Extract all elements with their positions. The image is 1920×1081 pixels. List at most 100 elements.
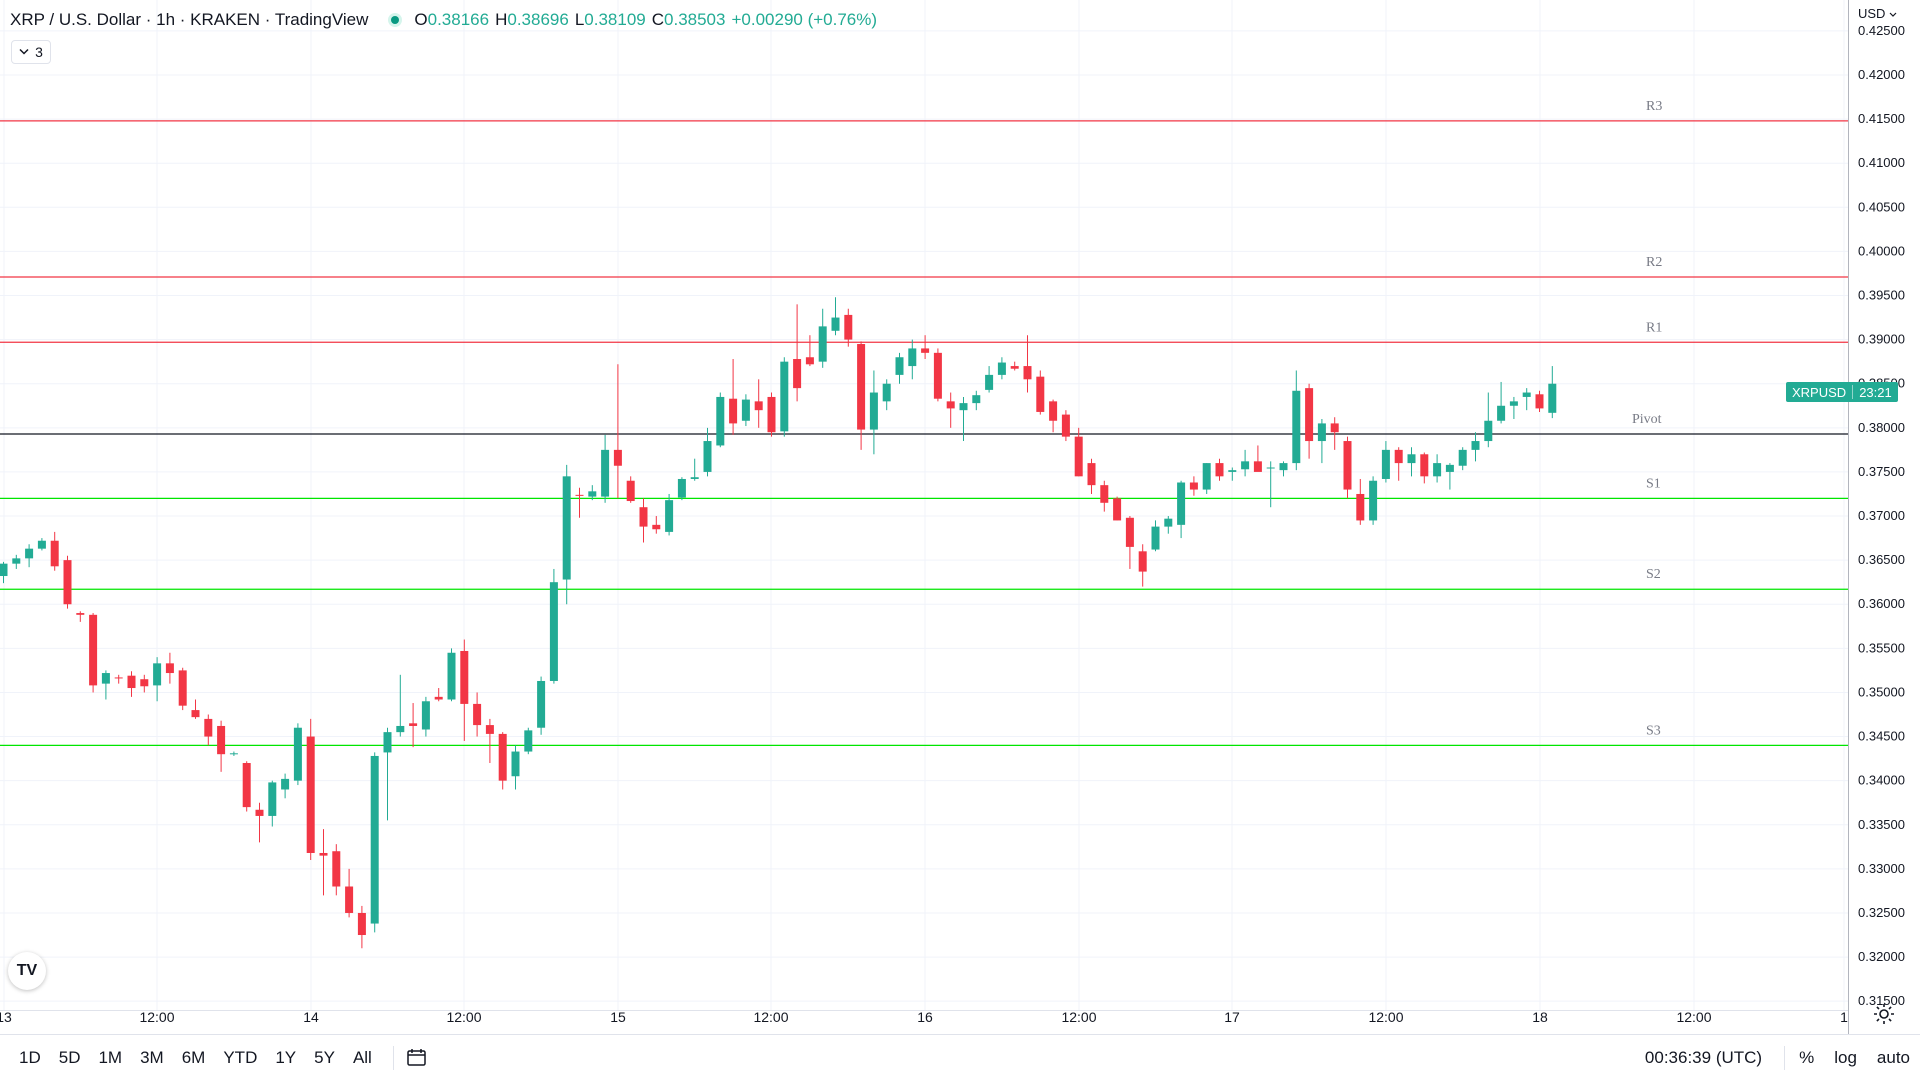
candle [25,544,34,568]
y-tick-label: 0.36500 [1858,552,1905,567]
candle-body [1241,461,1250,470]
candle-body [0,563,8,577]
candle [575,487,584,518]
candle-body [50,540,59,567]
candle-body [1049,401,1058,421]
candle [1317,418,1326,464]
chevron-down-icon [19,48,29,55]
candle-body [767,396,776,433]
candle-body [319,852,328,856]
x-tick-label: 18 [1532,1009,1548,1025]
candle-body [1023,366,1032,380]
candle-body [357,912,366,936]
candle [869,370,878,455]
candle [1381,441,1390,483]
candle-body [921,348,930,353]
candle-body [1125,517,1134,547]
x-tick-label: 13 [0,1009,12,1025]
candle [229,751,238,756]
candle-body [818,326,827,362]
candle [178,667,187,711]
level-label-r3: R3 [1646,99,1662,114]
candle [1228,467,1237,481]
candle-body [1471,441,1480,450]
candle [1330,417,1339,450]
candle [1061,410,1070,442]
candle-body [882,383,891,402]
x-tick-label: 16 [917,1009,933,1025]
candle-body [63,560,72,605]
candle-body [1497,405,1506,421]
candle [76,611,85,622]
candle-body [1138,551,1147,572]
candle [780,357,789,437]
gear-icon[interactable] [1872,1002,1896,1026]
symbol-title[interactable]: XRP / U.S. Dollar · 1h · KRAKEN · Tradin… [10,10,369,29]
range-ytd[interactable]: YTD [223,1048,258,1067]
candle-body [1087,463,1096,486]
candle-body [447,652,456,700]
candle-body [997,362,1006,375]
x-tick-label: 1 [1840,1009,1848,1025]
candle [12,554,21,569]
open-value: 0.38166 [427,10,490,29]
candle-body [281,778,290,790]
candle-body [178,670,187,706]
currency-label: USD [1858,6,1886,21]
range-1d[interactable]: 1D [19,1048,41,1067]
y-tick-label: 0.42000 [1858,67,1905,82]
candle-body [1381,449,1390,479]
candle [242,761,251,812]
candle [562,464,571,605]
log-toggle[interactable]: log [1834,1048,1857,1067]
candle-body [383,732,392,753]
candle [831,297,840,336]
range-6m[interactable]: 6M [181,1048,206,1067]
percent-toggle[interactable]: % [1799,1048,1815,1067]
candle [613,364,622,499]
auto-toggle[interactable]: auto [1876,1048,1910,1067]
level-label-r2: R2 [1646,255,1662,270]
candle [89,613,98,693]
candle [997,357,1006,380]
range-all[interactable]: All [352,1048,372,1067]
candle [1177,480,1186,539]
candle-body [601,449,610,497]
candle [1369,476,1378,525]
range-3m[interactable]: 3M [140,1048,164,1067]
candle [1292,370,1301,471]
calendar-icon[interactable] [406,1048,428,1068]
candle [1010,361,1019,371]
candle-body [306,736,315,853]
candle [1138,544,1147,587]
range-1y[interactable]: 1Y [275,1048,297,1067]
indicators-toggle[interactable]: 3 [11,40,51,64]
candle-body [1369,480,1378,521]
market-status-icon[interactable] [388,13,403,27]
y-tick-label: 0.41000 [1858,155,1905,170]
candle [1394,447,1403,481]
candle-body [703,441,712,472]
candle-body [255,809,264,816]
candle-body [1266,467,1275,469]
candle [524,727,533,755]
candle-body [1330,423,1339,433]
candle-body [1433,463,1442,477]
candlesticks [0,297,1557,949]
range-5y[interactable]: 5Y [314,1048,335,1067]
candle-body [741,399,750,421]
level-label-s3: S3 [1646,723,1661,738]
currency-selector[interactable]: USD [1858,6,1897,21]
utc-clock[interactable]: 00:36:39 (UTC) [1644,1048,1763,1067]
range-1m[interactable]: 1M [98,1048,123,1067]
x-tick-label: 14 [303,1009,319,1025]
candle-body [421,701,430,730]
candle [972,390,981,411]
candle-body [908,348,917,367]
tradingview-logo[interactable]: TV [8,952,46,990]
candle [357,905,366,949]
range-5d[interactable]: 5D [58,1048,81,1067]
y-tick-label: 0.32000 [1858,949,1905,964]
candle-body [1061,414,1070,437]
